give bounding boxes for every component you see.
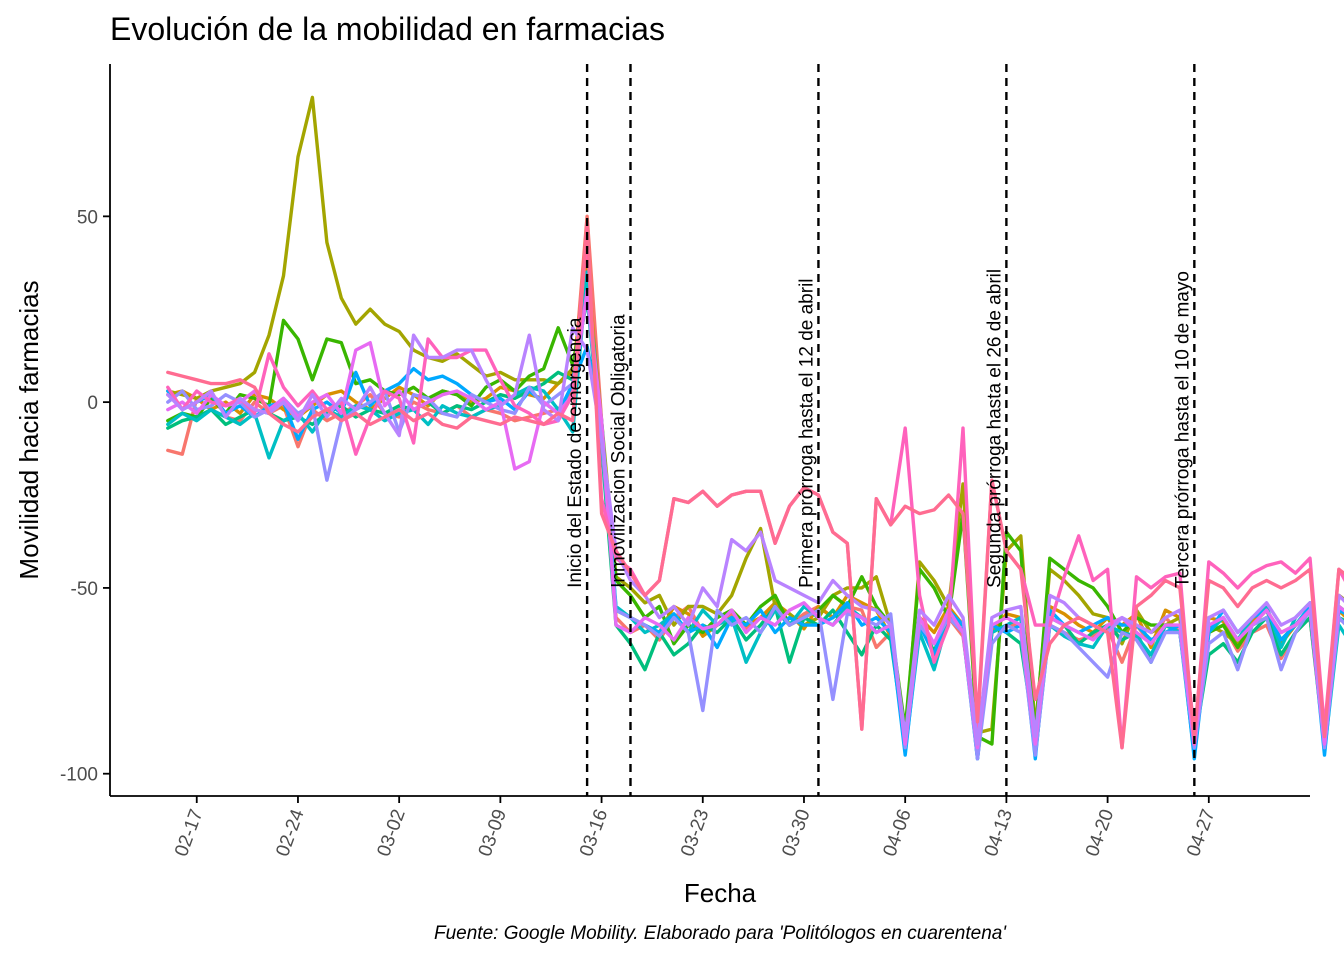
x-tick-label: 04-20 — [1082, 807, 1118, 860]
y-axis-title: Movilidad hacia farmacias — [14, 280, 44, 579]
y-tick-label: 50 — [77, 207, 98, 228]
x-tick-label: 02-17 — [171, 807, 207, 860]
series-line-8 — [166, 292, 1344, 761]
event-label-1: Inicio del Estado de emergencia — [565, 317, 586, 588]
x-tick-label: 04-06 — [880, 807, 916, 860]
event-markers: Inicio del Estado de emergencia Inmoviliz… — [565, 64, 1196, 796]
series-line-4 — [166, 289, 1344, 746]
x-tick-label: 03-16 — [576, 807, 612, 860]
x-tick-label: 03-09 — [475, 807, 511, 860]
series-lines — [166, 95, 1344, 761]
series-line-11 — [166, 326, 1344, 746]
event-label-4: Segunda prórroga hasta el 26 de abril — [984, 269, 1005, 588]
y-tick-label: -50 — [71, 579, 98, 600]
y-tick-label: 0 — [87, 393, 98, 414]
series-line-12 — [166, 222, 1344, 750]
event-label-5: Tercera prórroga hasta el 10 de mayo — [1172, 271, 1193, 588]
y-tick-label: -100 — [60, 765, 98, 786]
series-line-1 — [166, 214, 1344, 750]
event-label-2: Inmovilizacion Social Obligatoria — [608, 314, 629, 588]
x-tick-label: 04-27 — [1183, 807, 1219, 860]
y-axis-ticks: 50 0 -50 -100 — [60, 207, 110, 786]
event-label-3: Primera prórroga hasta el 12 de abril — [796, 278, 817, 587]
x-axis-title: Fecha — [684, 878, 757, 908]
x-tick-label: 03-02 — [373, 807, 409, 860]
series-line-2 — [166, 251, 1344, 746]
series-line-6 — [166, 270, 1344, 761]
x-tick-label: 03-30 — [778, 807, 814, 860]
source-caption: Fuente: Google Mobility. Elaborado para … — [434, 923, 1007, 944]
x-tick-label: 04-13 — [981, 807, 1017, 860]
x-tick-label: 02-24 — [272, 806, 309, 859]
series-line-5 — [166, 296, 1344, 746]
chart-title: Evolución de la mobilidad en farmacias — [110, 11, 665, 47]
x-tick-label: 03-23 — [677, 807, 713, 860]
series-line-9 — [166, 289, 1344, 750]
x-axis-ticks: 02-17 02-24 03-02 03-09 03-16 03-23 03-30 04-06… — [171, 796, 1219, 859]
